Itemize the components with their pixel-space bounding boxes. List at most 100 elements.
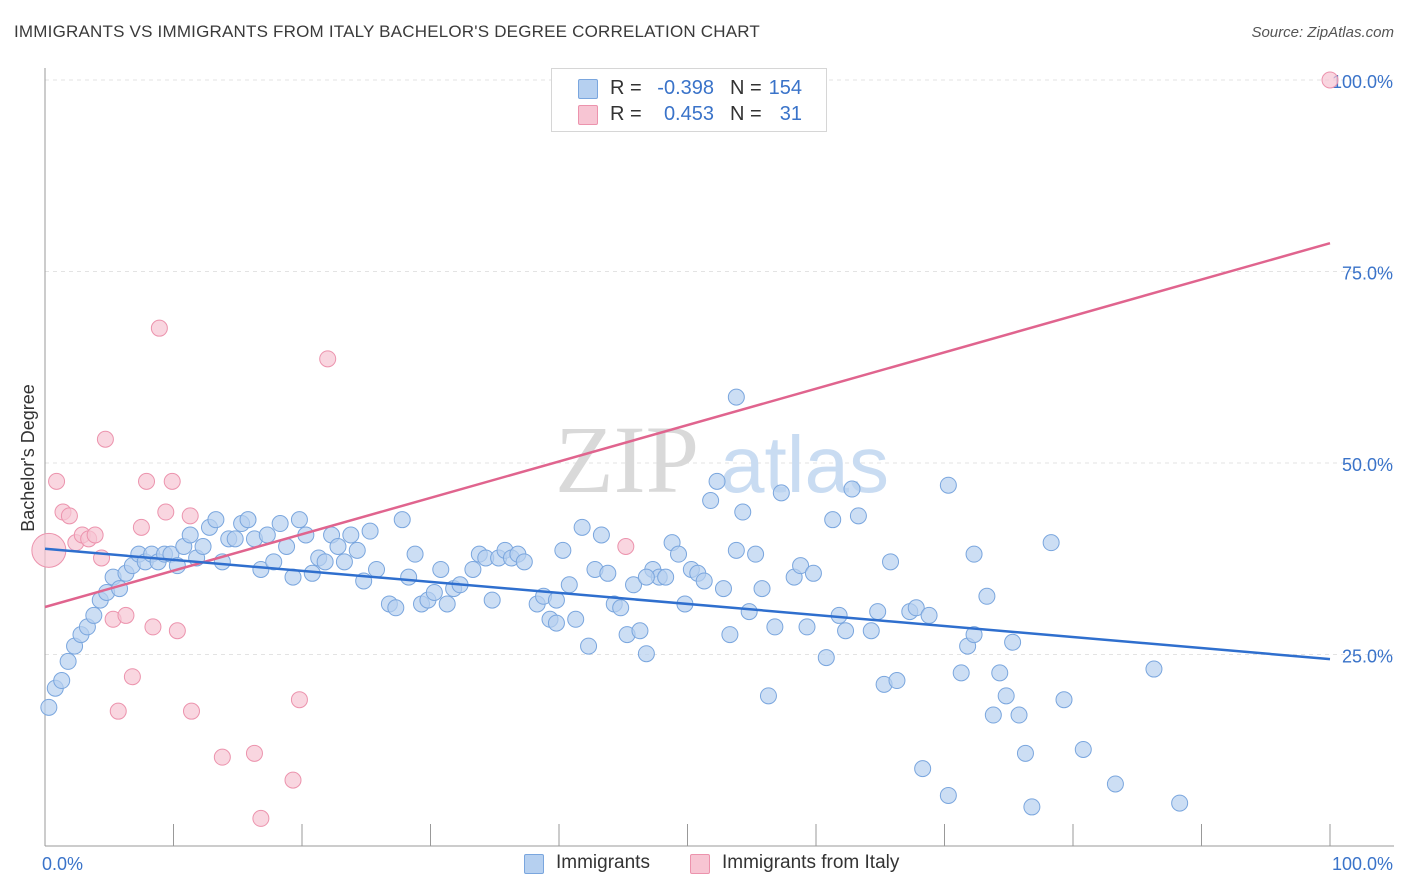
immigrants-point: [702, 492, 720, 510]
immigrants-point: [432, 560, 450, 578]
italy-point: [60, 507, 78, 525]
immigrants-point: [59, 652, 77, 670]
immigrants-point: [798, 618, 816, 636]
immigrants-point: [580, 637, 598, 655]
immigrants-point: [978, 587, 996, 605]
immigrants-point: [342, 526, 360, 544]
pink-swatch: [690, 854, 710, 874]
immigrants-point: [406, 545, 424, 563]
italy-point: [150, 319, 168, 337]
immigrants-point: [1010, 706, 1028, 724]
immigrants-point: [599, 564, 617, 582]
italy-point: [284, 771, 302, 789]
immigrants-point: [438, 595, 456, 613]
italy-point: [123, 668, 141, 686]
immigrants-series-points: [40, 388, 1189, 816]
y-tick-label: 100.0%: [1332, 72, 1393, 92]
italy-point: [144, 618, 162, 636]
legend-row-italy: R = 0.453 N = 31: [552, 101, 826, 127]
legend-n-label: N =: [730, 103, 762, 125]
immigrants-point: [181, 526, 199, 544]
chart-title: IMMIGRANTS VS IMMIGRANTS FROM ITALY BACH…: [14, 22, 761, 41]
immigrants-point: [766, 618, 784, 636]
x-tick-label-min: 0.0%: [42, 854, 83, 874]
italy-point: [163, 472, 181, 490]
immigrants-point: [1042, 534, 1060, 552]
immigrants-point: [759, 687, 777, 705]
legend-label: Immigrants from Italy: [722, 852, 900, 873]
immigrants-point: [207, 511, 225, 529]
immigrants-point: [547, 614, 565, 632]
italy-point: [182, 702, 200, 720]
immigrants-point: [1016, 744, 1034, 762]
immigrants-point: [554, 541, 572, 559]
immigrants-point: [573, 518, 591, 536]
watermark-zip: ZIP: [555, 406, 699, 513]
immigrants-point: [464, 560, 482, 578]
immigrants-point: [984, 706, 1002, 724]
legend-r-label: R =: [610, 77, 642, 99]
immigrants-point: [1106, 775, 1124, 793]
immigrants-point: [714, 580, 732, 598]
immigrants-point: [335, 553, 353, 571]
immigrants-point: [952, 664, 970, 682]
immigrants-point: [258, 526, 276, 544]
immigrants-point: [1004, 633, 1022, 651]
immigrants-point: [849, 507, 867, 525]
immigrants-point: [637, 645, 655, 663]
legend-n-label: N =: [730, 77, 762, 99]
axes: [44, 68, 1394, 847]
italy-series-points: [31, 71, 1339, 827]
immigrants-point: [271, 515, 289, 533]
blue-swatch: [524, 854, 544, 874]
pink-swatch: [578, 105, 598, 125]
immigrants-point: [843, 480, 861, 498]
watermark-atlas: atlas: [720, 420, 889, 509]
immigrants-point: [348, 541, 366, 559]
y-axis-label: Bachelor's Degree: [18, 384, 38, 532]
y-tick-label: 75.0%: [1342, 264, 1393, 284]
immigrants-point: [727, 388, 745, 406]
immigrants-point: [252, 560, 270, 578]
immigrants-point: [625, 576, 643, 594]
immigrants-point: [695, 572, 713, 590]
immigrants-point: [721, 626, 739, 644]
immigrants-point: [631, 622, 649, 640]
immigrants-point: [869, 603, 887, 621]
immigrants-point: [1145, 660, 1163, 678]
italy-point: [290, 691, 308, 709]
immigrants-point: [329, 537, 347, 555]
italy-point: [132, 518, 150, 536]
trend-lines: [44, 241, 1331, 661]
legend-n-value: 154: [768, 77, 802, 99]
italy-point: [109, 702, 127, 720]
immigrants-point: [53, 672, 71, 690]
immigrants-point: [753, 580, 771, 598]
italy-point: [252, 809, 270, 827]
immigrants-point: [316, 553, 334, 571]
italy-point: [48, 472, 66, 490]
x-tick-label-max: 100.0%: [1332, 854, 1393, 874]
italy-point: [138, 472, 156, 490]
legend-r-label: R =: [610, 103, 642, 125]
legend-n-value: 31: [779, 103, 802, 125]
immigrants-point: [965, 626, 983, 644]
immigrants-point: [708, 472, 726, 490]
immigrants-point: [882, 553, 900, 571]
immigrants-point: [817, 649, 835, 667]
immigrants-point: [920, 606, 938, 624]
immigrants-point: [657, 568, 675, 586]
immigrants-point: [40, 698, 58, 716]
italy-trend-line: [44, 241, 1331, 609]
tick-labels: 25.0% 50.0% 75.0% 100.0% 0.0% 100.0%: [42, 72, 1393, 874]
immigrants-point: [85, 606, 103, 624]
immigrants-point: [914, 760, 932, 778]
immigrants-point: [991, 664, 1009, 682]
immigrants-point: [567, 610, 585, 628]
italy-point: [245, 744, 263, 762]
immigrants-point: [792, 557, 810, 575]
italy-point: [96, 430, 114, 448]
immigrants-trend-line: [44, 547, 1331, 661]
immigrants-point: [965, 545, 983, 563]
italy-point: [117, 606, 135, 624]
